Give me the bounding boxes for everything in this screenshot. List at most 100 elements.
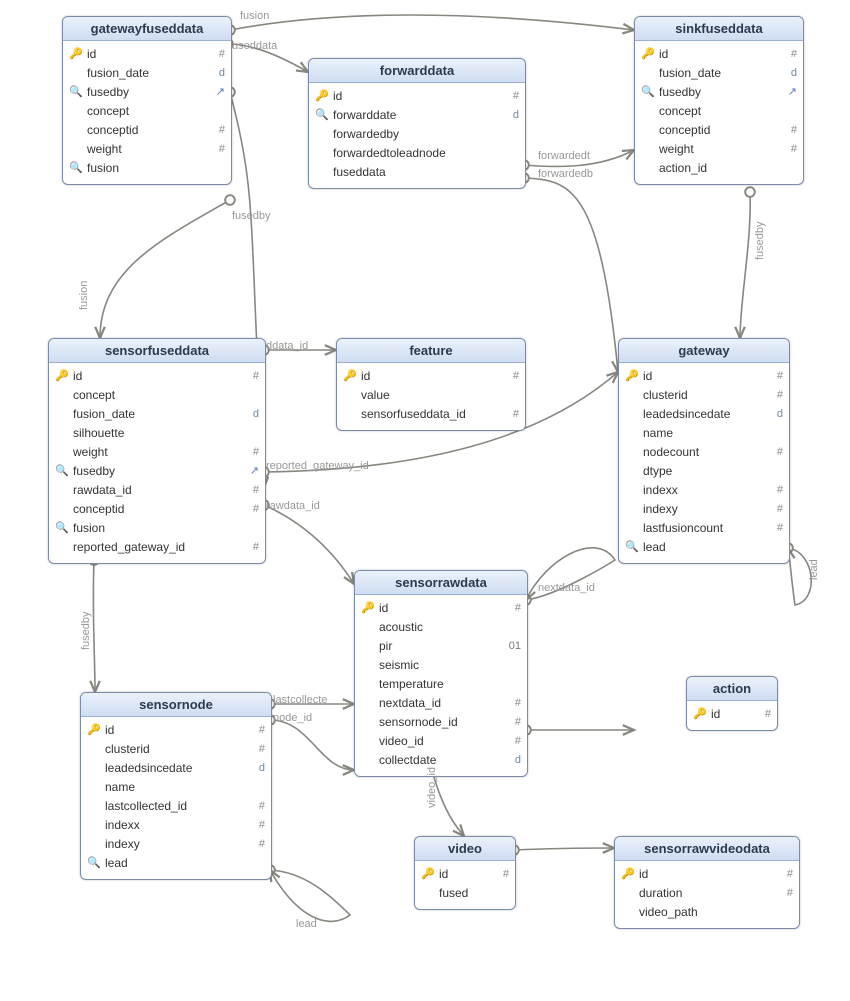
- column-row[interactable]: 🔑id#: [63, 45, 231, 64]
- column-row[interactable]: clusterid#: [81, 740, 271, 759]
- column-row[interactable]: sensornode_id#: [355, 713, 527, 732]
- column-row[interactable]: fusion_dated: [49, 405, 265, 424]
- column-row[interactable]: 🔑id#: [355, 599, 527, 618]
- column-row[interactable]: lastfusioncount#: [619, 519, 789, 538]
- column-row[interactable]: seismic: [355, 656, 527, 675]
- entity-sensornode[interactable]: sensornode🔑id#clusterid#leadedsincedated…: [80, 692, 272, 880]
- column-row[interactable]: indexy#: [81, 835, 271, 854]
- column-row[interactable]: 🔍lead: [81, 854, 271, 873]
- type-icon: d: [505, 107, 519, 124]
- column-row[interactable]: fused: [415, 884, 515, 903]
- column-row[interactable]: 🔑id#: [415, 865, 515, 884]
- column-row[interactable]: 🔑id#: [309, 87, 525, 106]
- column-name: nodecount: [643, 444, 765, 461]
- entity-columns: 🔑id#clusterid#leadedsincedatednamelastco…: [81, 717, 271, 879]
- column-row[interactable]: 🔍fusedby↗: [49, 462, 265, 481]
- column-row[interactable]: duration#: [615, 884, 799, 903]
- column-name: concept: [659, 103, 779, 120]
- column-row[interactable]: conceptid#: [635, 121, 803, 140]
- column-row[interactable]: name: [81, 778, 271, 797]
- column-row[interactable]: 🔍fusedby↗: [635, 83, 803, 102]
- column-row[interactable]: conceptid#: [49, 500, 265, 519]
- column-row[interactable]: leadedsincedated: [81, 759, 271, 778]
- entity-sensorrawvideodata[interactable]: sensorrawvideodata🔑id#duration#video_pat…: [614, 836, 800, 929]
- column-name: clusterid: [105, 741, 247, 758]
- key-icon: 🔑: [621, 866, 635, 883]
- type-icon: #: [251, 722, 265, 739]
- entity-sensorrawdata[interactable]: sensorrawdata🔑id#acousticpir01seismictem…: [354, 570, 528, 777]
- entity-action[interactable]: action 🔑id#: [686, 676, 778, 731]
- column-row[interactable]: 🔑id#: [635, 45, 803, 64]
- magnifier-icon: 🔍: [315, 107, 329, 124]
- column-row[interactable]: fuseddata: [309, 163, 525, 182]
- type-icon: #: [245, 444, 259, 461]
- column-row[interactable]: indexx#: [619, 481, 789, 500]
- column-row[interactable]: 🔍forwarddated: [309, 106, 525, 125]
- column-row[interactable]: leadedsincedated: [619, 405, 789, 424]
- column-row[interactable]: forwardedtoleadnode: [309, 144, 525, 163]
- edge-label: fusion: [78, 281, 90, 310]
- column-name: sensorfuseddata_id: [361, 406, 501, 423]
- column-row[interactable]: video_id#: [355, 732, 527, 751]
- type-icon: #: [251, 741, 265, 758]
- relationship-edge: [270, 870, 350, 921]
- column-row[interactable]: clusterid#: [619, 386, 789, 405]
- column-row[interactable]: collectdated: [355, 751, 527, 770]
- column-row[interactable]: temperature: [355, 675, 527, 694]
- column-row[interactable]: forwardedby: [309, 125, 525, 144]
- column-row[interactable]: 🔑id#: [619, 367, 789, 386]
- entity-title: action: [687, 677, 777, 701]
- column-row[interactable]: concept: [49, 386, 265, 405]
- column-row[interactable]: 🔍lead: [619, 538, 789, 557]
- column-row[interactable]: nextdata_id#: [355, 694, 527, 713]
- column-row[interactable]: reported_gateway_id#: [49, 538, 265, 557]
- column-row[interactable]: conceptid#: [63, 121, 231, 140]
- entity-sensorfuseddata[interactable]: sensorfuseddata🔑id#conceptfusion_datedsi…: [48, 338, 266, 564]
- column-row[interactable]: acoustic: [355, 618, 527, 637]
- column-row[interactable]: weight#: [49, 443, 265, 462]
- column-row[interactable]: 🔑id#: [615, 865, 799, 884]
- column-row[interactable]: 🔑id#: [81, 721, 271, 740]
- column-name: weight: [659, 141, 779, 158]
- column-row[interactable]: name: [619, 424, 789, 443]
- column-name: id: [639, 866, 775, 883]
- column-row[interactable]: indexx#: [81, 816, 271, 835]
- entity-feature[interactable]: feature🔑id#valuesensorfuseddata_id#: [336, 338, 526, 431]
- column-row[interactable]: 🔑id#: [49, 367, 265, 386]
- column-row[interactable]: fusion_dated: [63, 64, 231, 83]
- column-row[interactable]: 🔑id#: [337, 367, 525, 386]
- column-row[interactable]: video_path: [615, 903, 799, 922]
- column-name: id: [643, 368, 765, 385]
- column-row[interactable]: rawdata_id#: [49, 481, 265, 500]
- column-row[interactable]: 🔑id#: [687, 705, 777, 724]
- entity-columns: 🔑id#acousticpir01seismictemperaturenextd…: [355, 595, 527, 776]
- column-row[interactable]: value: [337, 386, 525, 405]
- column-row[interactable]: 🔍fusedby↗: [63, 83, 231, 102]
- entity-gatewayfuseddata[interactable]: gatewayfuseddata🔑id#fusion_dated🔍fusedby…: [62, 16, 232, 185]
- column-name: conceptid: [87, 122, 207, 139]
- entity-sinkfuseddata[interactable]: sinkfuseddata🔑id#fusion_dated🔍fusedby↗co…: [634, 16, 804, 185]
- column-row[interactable]: silhouette: [49, 424, 265, 443]
- edge-label: forwardedb: [538, 168, 593, 180]
- column-row[interactable]: sensorfuseddata_id#: [337, 405, 525, 424]
- relationship-edge: [788, 548, 811, 605]
- edge-label: ddata_id: [266, 340, 308, 352]
- entity-video[interactable]: video🔑id#fused: [414, 836, 516, 910]
- column-row[interactable]: weight#: [63, 140, 231, 159]
- column-row[interactable]: pir01: [355, 637, 527, 656]
- column-row[interactable]: concept: [63, 102, 231, 121]
- column-row[interactable]: 🔍fusion: [49, 519, 265, 538]
- entity-gateway[interactable]: gateway🔑id#clusterid#leadedsincedatednam…: [618, 338, 790, 564]
- type-icon: #: [769, 501, 783, 518]
- column-row[interactable]: nodecount#: [619, 443, 789, 462]
- column-row[interactable]: lastcollected_id#: [81, 797, 271, 816]
- column-row[interactable]: action_id: [635, 159, 803, 178]
- column-row[interactable]: fusion_dated: [635, 64, 803, 83]
- column-row[interactable]: dtype: [619, 462, 789, 481]
- entity-forwarddata[interactable]: forwarddata🔑id#🔍forwarddatedforwardedbyf…: [308, 58, 526, 189]
- column-name: id: [73, 368, 241, 385]
- column-row[interactable]: concept: [635, 102, 803, 121]
- column-row[interactable]: 🔍fusion: [63, 159, 231, 178]
- column-row[interactable]: weight#: [635, 140, 803, 159]
- column-row[interactable]: indexy#: [619, 500, 789, 519]
